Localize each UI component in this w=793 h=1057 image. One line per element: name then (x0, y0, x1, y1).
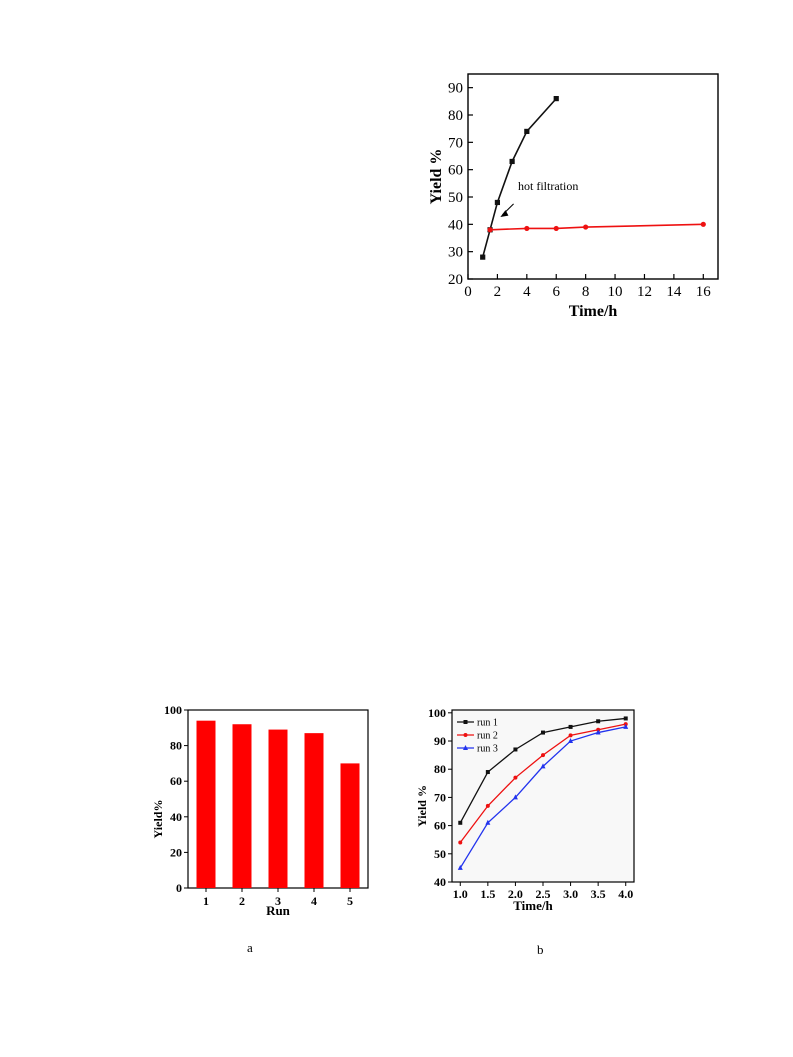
data-point (596, 719, 601, 724)
legend-marker (463, 733, 468, 737)
annotation-arrow-head (500, 210, 509, 217)
y-tick-label: 40 (448, 217, 463, 233)
x-tick-label: 1.0 (453, 887, 468, 901)
bar-run-4 (304, 733, 324, 888)
data-point (568, 733, 573, 738)
data-point (541, 753, 545, 758)
data-point (568, 738, 574, 744)
data-point (487, 227, 493, 233)
data-point (700, 221, 706, 227)
series-line-2 (490, 223, 704, 231)
data-point (513, 747, 518, 752)
x-tick-label: 4 (311, 894, 317, 908)
x-tick-label: 3 (275, 894, 281, 908)
caption-a: a (247, 940, 253, 955)
bar-run-1 (196, 720, 216, 888)
chart-run-yield-bars: 0 20 40 60 80 100 1 2 3 4 5 Run Yield% (151, 703, 369, 918)
y-tick-label: 80 (170, 739, 182, 753)
data-point (485, 803, 490, 808)
data-point (485, 770, 490, 775)
x-tick-label: 0 (464, 284, 472, 300)
x-axis-label: Run (266, 903, 291, 918)
data-point (524, 128, 530, 134)
y-axis-label: Yield % (428, 149, 445, 205)
y-tick-label: 0 (176, 881, 182, 895)
data-point (553, 225, 559, 232)
chart-runs-time-yield: 40 50 60 70 80 90 100 1.0 1.5 2.0 2.5 3.0 3.5 4.0 Time… (415, 706, 635, 913)
plot-frame (467, 73, 719, 280)
x-tick-label: 1.5 (480, 887, 495, 901)
data-point (623, 723, 629, 729)
data-point (568, 724, 573, 729)
data-point (513, 775, 518, 780)
caption-b: b (537, 942, 544, 957)
y-tick-label: 60 (434, 819, 446, 833)
x-tick-label: 2 (239, 894, 245, 908)
x-tick-label: 16 (696, 284, 712, 300)
y-tick-label: 100 (164, 703, 182, 717)
bar-run-2 (232, 724, 252, 888)
y-tick-label: 20 (448, 272, 463, 288)
data-point (457, 864, 463, 870)
data-point (595, 729, 601, 735)
bar-run-5 (340, 763, 360, 888)
data-point (480, 254, 486, 260)
data-point (485, 819, 491, 825)
y-tick-label: 70 (448, 135, 463, 151)
x-tick-label: 2.0 (508, 887, 523, 901)
data-point (540, 763, 546, 769)
data-point (524, 225, 530, 232)
x-tick-label: 4 (523, 284, 531, 300)
y-axis-label: Yield % (415, 785, 429, 827)
legend-marker (463, 745, 468, 750)
x-tick-label: 2.5 (536, 887, 551, 901)
x-tick-label: 14 (666, 284, 682, 300)
x-tick-label: 3.0 (563, 887, 578, 901)
legend-label-3: run 3 (477, 744, 498, 755)
data-point (583, 224, 589, 230)
x-tick-label: 6 (552, 284, 560, 300)
y-tick-label: 40 (434, 875, 446, 889)
data-point (623, 716, 628, 721)
y-tick-label: 60 (170, 774, 182, 788)
annotation-hot-filtration: hot filtration (518, 179, 578, 193)
data-point (458, 840, 463, 845)
x-axis-label: Time/h (569, 303, 618, 320)
y-tick-label: 100 (428, 706, 446, 720)
legend-label-2: run 2 (477, 731, 498, 742)
x-tick-label: 3.5 (591, 887, 606, 901)
x-tick-label: 10 (608, 284, 623, 300)
bar-run-3 (268, 729, 288, 888)
legend-label-1: run 1 (477, 718, 498, 729)
x-tick-label: 2 (494, 284, 502, 300)
y-tick-label: 60 (448, 163, 463, 179)
chart-time-yield-hot-filtration: 20 30 40 50 60 70 80 90 0 2 4 6 8 10 12 14 16 Time/h Yield… (428, 73, 719, 320)
x-tick-label: 4.0 (618, 887, 633, 901)
y-tick-label: 40 (170, 810, 182, 824)
data-point (512, 794, 518, 800)
x-tick-label: 5 (347, 894, 353, 908)
legend-marker (463, 720, 468, 724)
data-point (509, 158, 515, 165)
y-tick-label: 30 (448, 245, 463, 261)
y-tick-label: 90 (434, 734, 446, 748)
data-point (458, 820, 463, 825)
y-tick-label: 80 (434, 762, 446, 776)
y-tick-label: 70 (434, 790, 446, 804)
x-tick-label: 8 (582, 284, 590, 300)
x-axis-label: Time/h (513, 898, 553, 913)
data-point (553, 96, 559, 102)
y-tick-label: 50 (448, 190, 463, 206)
plot-frame (451, 709, 635, 883)
y-tick-label: 20 (170, 845, 182, 859)
data-point (494, 199, 501, 206)
y-axis-label: Yield% (151, 800, 165, 839)
x-tick-label: 12 (637, 284, 652, 300)
x-tick-label: 1 (203, 894, 209, 908)
y-tick-label: 80 (448, 108, 463, 124)
series-line-1 (481, 98, 557, 258)
y-tick-label: 90 (448, 81, 463, 97)
y-tick-label: 50 (434, 847, 446, 861)
data-point (541, 730, 545, 735)
